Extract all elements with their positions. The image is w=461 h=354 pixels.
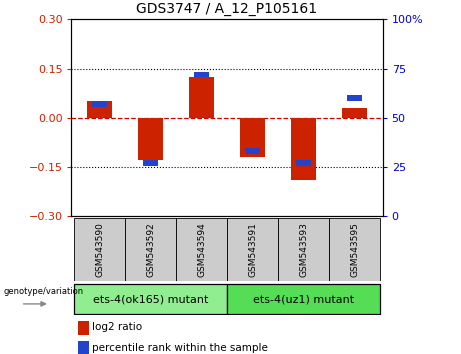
Text: GSM543595: GSM543595 xyxy=(350,222,359,277)
Text: GSM543590: GSM543590 xyxy=(95,222,104,277)
Bar xyxy=(329,218,380,281)
Text: ets-4(uz1) mutant: ets-4(uz1) mutant xyxy=(253,294,354,304)
Bar xyxy=(143,160,158,166)
Bar xyxy=(138,118,163,160)
Text: GSM543591: GSM543591 xyxy=(248,222,257,277)
Bar xyxy=(278,218,329,281)
Text: GSM543592: GSM543592 xyxy=(146,222,155,277)
Bar xyxy=(245,148,260,154)
Bar xyxy=(74,284,227,314)
Bar xyxy=(77,342,89,354)
Text: genotype/variation: genotype/variation xyxy=(4,287,83,296)
Bar xyxy=(347,95,362,101)
Bar xyxy=(189,77,214,118)
Bar xyxy=(125,218,176,281)
Bar xyxy=(227,284,380,314)
Bar xyxy=(87,101,112,118)
Bar xyxy=(227,218,278,281)
Text: GSM543593: GSM543593 xyxy=(299,222,308,277)
Bar xyxy=(291,118,316,180)
Bar xyxy=(194,72,209,78)
Bar xyxy=(92,101,107,107)
Bar xyxy=(77,321,89,335)
Text: GSM543594: GSM543594 xyxy=(197,222,206,277)
Text: log2 ratio: log2 ratio xyxy=(92,322,142,332)
Bar xyxy=(74,218,125,281)
Bar xyxy=(296,160,311,166)
Text: ets-4(ok165) mutant: ets-4(ok165) mutant xyxy=(93,294,208,304)
Bar xyxy=(240,118,265,157)
Bar xyxy=(176,218,227,281)
Title: GDS3747 / A_12_P105161: GDS3747 / A_12_P105161 xyxy=(136,2,318,16)
Bar xyxy=(342,108,367,118)
Text: percentile rank within the sample: percentile rank within the sample xyxy=(92,343,267,353)
